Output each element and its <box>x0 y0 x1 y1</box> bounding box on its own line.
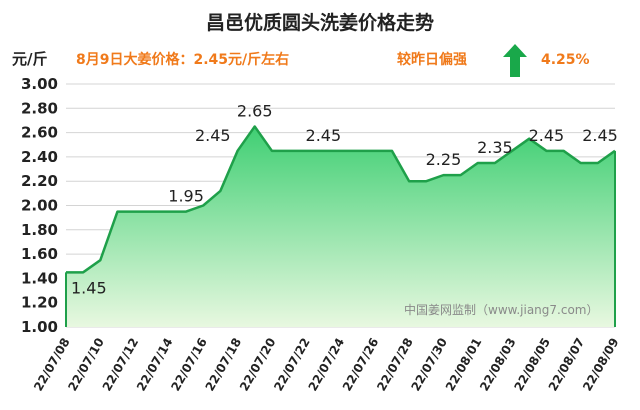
data-label: 2.45 <box>195 126 231 145</box>
data-label: 1.45 <box>71 278 107 297</box>
y-tick-label: 2.40 <box>21 148 58 166</box>
y-tick-label: 1.40 <box>21 269 58 287</box>
y-tick-label: 2.60 <box>21 124 58 142</box>
data-label: 2.45 <box>582 126 618 145</box>
y-tick-label: 1.80 <box>21 221 58 239</box>
data-label: 2.25 <box>426 150 462 169</box>
chart-title: 昌邑优质圆头洗姜价格走势 <box>206 11 434 34</box>
area-fill <box>66 126 615 328</box>
y-tick-label: 1.00 <box>21 318 58 336</box>
y-tick-label: 1.60 <box>21 245 58 263</box>
y-tick-label: 1.20 <box>21 294 58 312</box>
price-info: 8月9日大姜价格：2.45元/斤左右 <box>76 51 289 68</box>
watermark: 中国姜网监制（www.jiang7.com） <box>404 302 598 317</box>
y-tick-label: 2.20 <box>21 172 58 190</box>
y-axis-ticks: 1.00 1.20 1.40 1.60 1.80 2.00 2.20 2.40 2.60 2.80… <box>21 75 58 336</box>
data-label: 2.65 <box>237 102 273 121</box>
data-label: 2.45 <box>529 126 565 145</box>
data-label: 2.45 <box>306 126 342 145</box>
data-label: 2.35 <box>477 138 513 157</box>
compare-text: 较昨日偏强 <box>397 51 467 68</box>
unit-label: 元/斤 <box>12 50 47 68</box>
y-tick-label: 2.00 <box>21 197 58 215</box>
change-percent: 4.25% <box>541 52 590 68</box>
y-tick-label: 2.80 <box>21 99 58 117</box>
up-arrow-icon <box>503 44 527 77</box>
price-series <box>65 125 616 328</box>
data-label: 1.95 <box>168 187 204 206</box>
y-tick-label: 3.00 <box>21 75 58 93</box>
data-labels: 1.45 1.95 2.45 2.65 2.45 2.25 2.35 2.45 2.45 <box>71 102 618 298</box>
x-axis-ticks: 22/07/0822/07/1022/07/1222/07/1422/07/16… <box>31 336 622 394</box>
